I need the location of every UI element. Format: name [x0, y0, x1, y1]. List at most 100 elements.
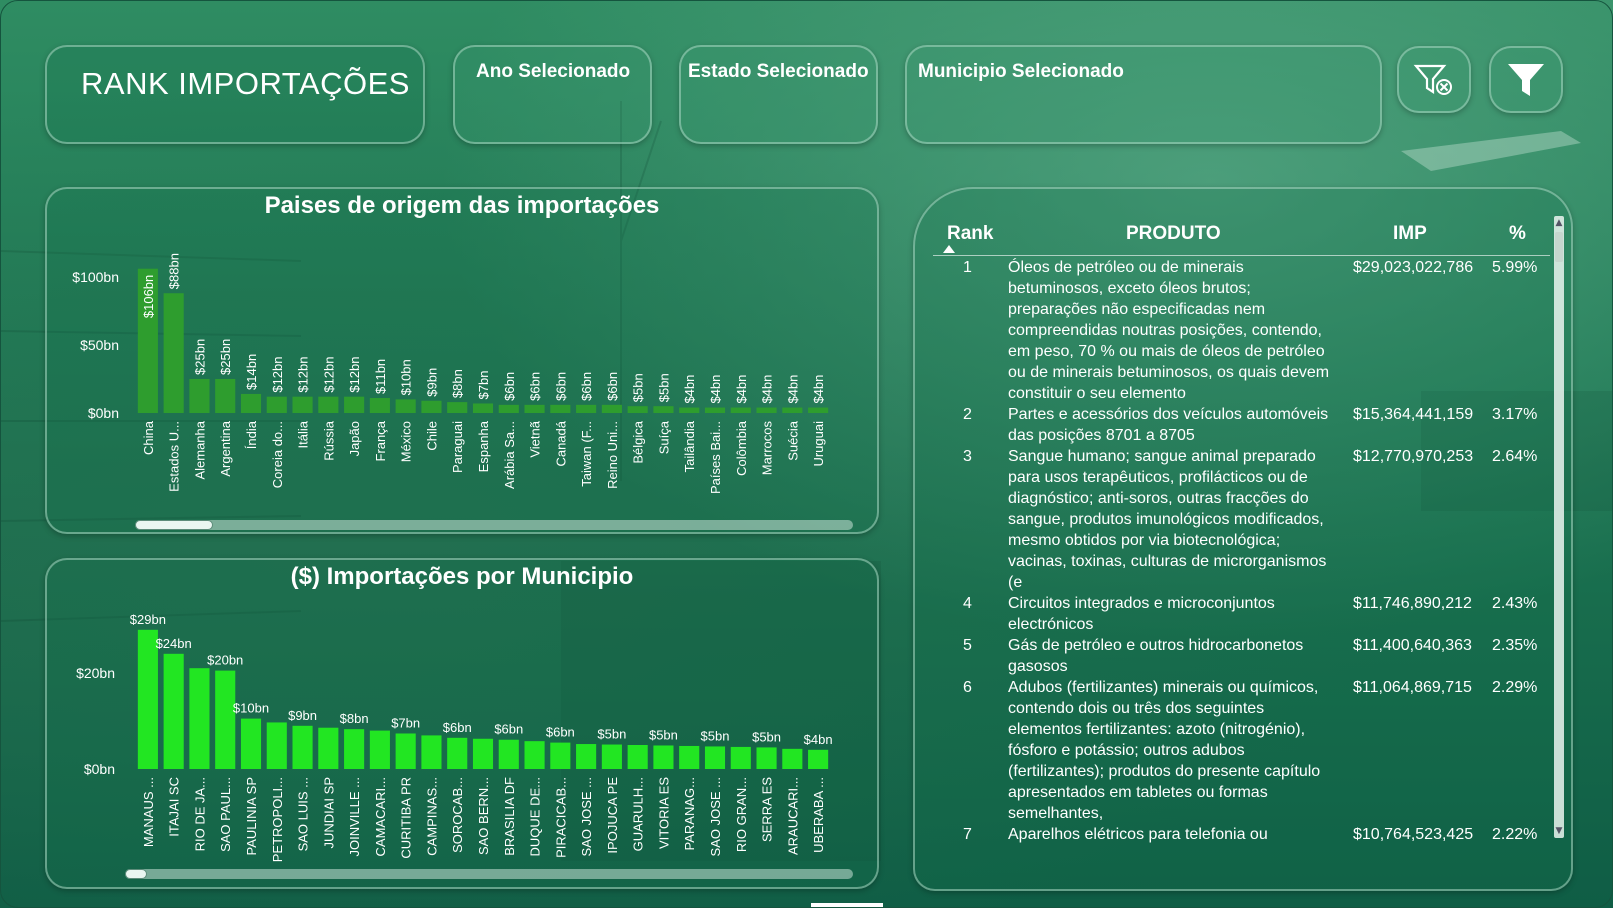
scroll-down-icon[interactable]: ▼ [1555, 826, 1563, 836]
scroll-up-icon[interactable]: ▲ [1555, 218, 1563, 228]
table-row[interactable]: 6 Adubos (fertilizantes) minerais ou quí… [933, 677, 1550, 824]
airplane-decoration [1401, 131, 1581, 171]
x-tick-label: Japão [347, 421, 362, 456]
bar [472, 738, 494, 769]
filter-button[interactable] [1489, 46, 1563, 113]
bar [137, 268, 158, 413]
bar [782, 407, 803, 413]
cell-imp: $10,764,523,425 [1353, 826, 1474, 843]
bar [240, 718, 262, 769]
data-label: $4bn [804, 732, 833, 747]
x-tick-label: Vietnã [528, 420, 543, 457]
cell-produto: Óleos de petróleo ou de minerais betumin… [1008, 259, 1330, 402]
x-tick-label: Suíça [656, 420, 671, 454]
bar [601, 404, 622, 413]
y-tick-label: $20bn [76, 665, 115, 681]
bar [808, 749, 829, 769]
x-tick-label: Arábia Sa... [502, 421, 517, 489]
data-label: $5bn [752, 729, 781, 744]
x-tick-label: CAMACARI... [373, 777, 388, 856]
cell-rank: 1 [963, 259, 972, 276]
data-label: $6bn [494, 722, 523, 737]
y-tick-label: $50bn [80, 337, 119, 353]
municipio-chart-scrollbar[interactable] [125, 869, 853, 879]
bar [266, 396, 287, 413]
bar [756, 407, 777, 413]
data-label: $10bn [233, 701, 269, 716]
data-label: $29bn [130, 612, 166, 627]
data-label: $6bn [443, 720, 472, 735]
slicer-estado[interactable] [679, 45, 878, 144]
table-row[interactable]: 5 Gás de petróleo e outros hidrocarbonet… [933, 635, 1550, 677]
x-tick-label: Marrocos [760, 421, 775, 476]
table-row[interactable]: 2 Partes e acessórios dos veículos autom… [933, 404, 1550, 446]
filter-icon [1508, 63, 1544, 96]
bar [344, 396, 365, 413]
data-label: $5bn [597, 727, 626, 742]
bar [498, 404, 519, 413]
x-tick-label: RIO GRAN... [734, 777, 749, 852]
x-tick-label: GUARULH... [631, 777, 646, 851]
cell-imp: $12,770,970,253 [1353, 448, 1474, 465]
cell-rank: 6 [963, 679, 972, 696]
x-tick-label: SAO PAUL... [218, 777, 233, 852]
x-tick-label: PAULINIA SP [244, 777, 259, 856]
bar [318, 396, 339, 413]
table-row[interactable]: 4 Circuitos integrados e microconjuntos … [933, 593, 1550, 635]
countries-chart-scrollbar[interactable] [135, 520, 853, 530]
bar [756, 747, 777, 769]
x-tick-label: Uruguai [811, 421, 826, 467]
data-label: $9bn [288, 708, 317, 723]
cell-pct: 3.17% [1492, 406, 1538, 423]
bar [576, 404, 597, 413]
bar [421, 735, 442, 769]
x-tick-label: Rússia [321, 420, 336, 461]
page-tab-indicator[interactable] [811, 903, 883, 907]
x-tick-label: China [141, 420, 156, 455]
bar [240, 393, 262, 413]
data-label: $12bn [347, 357, 362, 393]
x-tick-label: PARANAG... [682, 777, 697, 850]
slicer-municipio[interactable] [905, 45, 1382, 144]
clear-filters-button[interactable] [1397, 46, 1471, 113]
data-label: $8bn [340, 711, 369, 726]
title-card [45, 45, 425, 144]
data-label: $14bn [244, 354, 259, 390]
cell-produto: Aparelhos elétricos para telefonia ou [1008, 826, 1268, 843]
data-label: $20bn [207, 653, 243, 668]
bar [344, 729, 365, 769]
cell-imp: $11,064,869,715 [1353, 679, 1472, 696]
cell-pct: 2.29% [1492, 679, 1538, 696]
x-tick-label: Itália [296, 420, 311, 448]
table-scroll-thumb[interactable] [1555, 232, 1563, 262]
x-tick-label: Alemanha [192, 420, 207, 479]
municipio-chart-scroll-thumb[interactable] [125, 869, 147, 879]
bar [704, 746, 726, 769]
countries-bar-chart: $0bn $50bn $100bn $106bn China $88bn Estados U… [72, 253, 829, 494]
col-header-pct[interactable]: % [1509, 223, 1526, 244]
x-tick-label: Estados U... [167, 421, 182, 492]
cell-pct: 2.64% [1492, 448, 1538, 465]
col-header-imp[interactable]: IMP [1393, 223, 1427, 244]
col-header-produto[interactable]: PRODUTO [1126, 223, 1221, 244]
data-label: $6bn [546, 725, 575, 740]
col-header-rank[interactable]: Rank [947, 223, 994, 244]
table-vertical-scrollbar[interactable]: ▲ ▼ [1554, 216, 1564, 838]
y-tick-label: $100bn [72, 269, 119, 285]
table-row[interactable]: 7 Aparelhos elétricos para telefonia ou … [933, 824, 1550, 845]
data-label: $5bn [701, 728, 730, 743]
cell-produto: Sangue humano; sangue animal preparado p… [1008, 448, 1327, 591]
bar [318, 727, 339, 769]
slicer-ano[interactable] [453, 45, 652, 144]
data-label: $106bn [141, 275, 156, 318]
table-row[interactable]: 1 Óleos de petróleo ou de minerais betum… [933, 257, 1550, 404]
x-tick-label: CAMPINAS... [424, 777, 439, 856]
bar [808, 407, 829, 413]
bar [782, 748, 803, 769]
data-label: $4bn [785, 375, 800, 404]
countries-chart-scroll-thumb[interactable] [135, 520, 213, 530]
table-row[interactable]: 3 Sangue humano; sangue animal preparado… [933, 446, 1550, 593]
bar [215, 670, 236, 769]
bar [215, 378, 236, 413]
bar [679, 745, 700, 769]
